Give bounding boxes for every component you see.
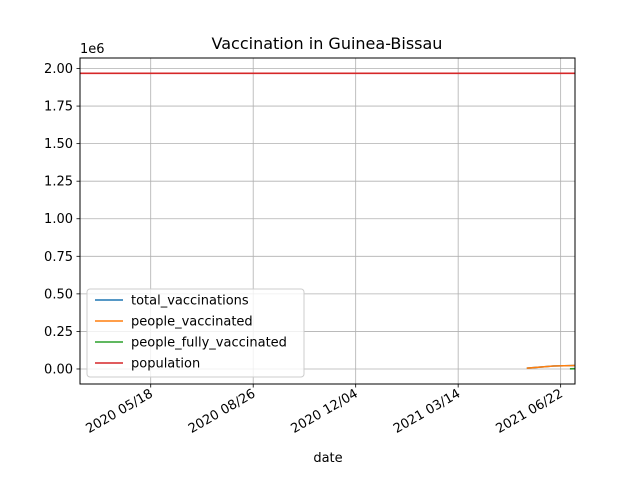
legend-frame — [86, 288, 305, 378]
plot-frame — [79, 57, 576, 385]
series-line-people-vaccinated — [526, 364, 576, 369]
y-tick-label: 1.25 — [44, 175, 73, 190]
y-tick-label: 0.75 — [44, 250, 73, 265]
legend-label: population — [131, 357, 200, 372]
series-lines — [80, 72, 576, 370]
y-tick-label: 2.00 — [44, 62, 73, 77]
y-tick-label: 1.75 — [44, 100, 73, 115]
legend: total_vaccinations people_vaccinatedpeopl… — [86, 288, 305, 378]
x-axis-label: date — [313, 451, 342, 466]
y-tick-label: 0.00 — [44, 362, 73, 377]
y-tick-label: 1.00 — [44, 212, 73, 227]
y-tick-label: 0.25 — [44, 325, 73, 340]
legend-label: people_vaccinated — [131, 315, 253, 330]
y-tick-label: 0.50 — [44, 287, 73, 302]
y-tick-label: 1.50 — [44, 137, 73, 152]
legend-label: total_vaccinations — [131, 294, 249, 309]
legend-label: people_fully_vaccinated — [131, 336, 287, 351]
chart-title: Vaccination in Guinea-Bissau — [212, 34, 443, 53]
y-offset-label: 1e6 — [80, 42, 105, 57]
y-axis: 0.00 0.25 0.50 0.75 1.00 1.25 1.50 1.75 2.00 — [44, 62, 80, 377]
